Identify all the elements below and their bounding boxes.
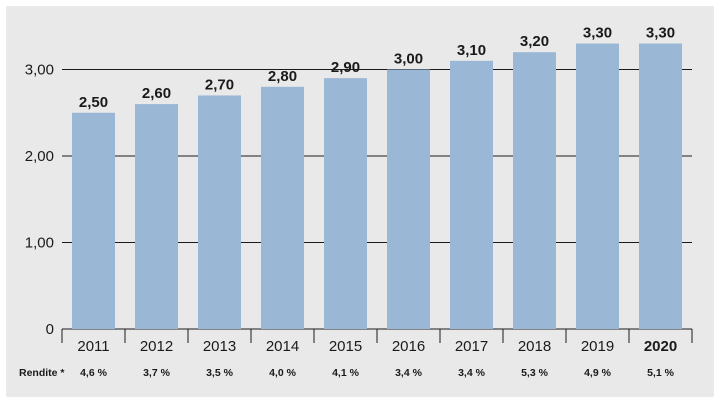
x-tick-label: 2020 bbox=[644, 338, 677, 355]
y-tick-label: 2,00 bbox=[25, 148, 54, 165]
bar-2011 bbox=[72, 112, 115, 329]
data-label: 3,20 bbox=[520, 33, 549, 50]
bar-chart: 2,50 2,60 2,70 2,80 2,90 3,00 3,10 3,20 3,30 3,30… bbox=[19, 25, 693, 379]
x-tick-label: 2014 bbox=[266, 338, 299, 355]
yield-value: 3,4 % bbox=[395, 367, 423, 379]
x-tick-label: 2012 bbox=[140, 338, 173, 355]
x-tick-label: 2018 bbox=[518, 338, 551, 355]
chart-panel: 2,50 2,60 2,70 2,80 2,90 3,00 3,10 3,20 3,30 3,30… bbox=[6, 6, 714, 397]
bar-2019 bbox=[576, 43, 619, 330]
yield-value: 3,5 % bbox=[206, 367, 234, 379]
bar-2017 bbox=[450, 60, 493, 329]
data-label: 2,50 bbox=[79, 94, 108, 111]
x-tick-label: 2016 bbox=[392, 338, 425, 355]
yield-value: 4,0 % bbox=[269, 367, 297, 379]
x-tick-label: 2019 bbox=[581, 338, 614, 355]
yield-value: 3,4 % bbox=[458, 367, 486, 379]
data-label: 2,70 bbox=[205, 76, 234, 93]
data-label: 2,90 bbox=[331, 59, 360, 76]
yield-value: 4,9 % bbox=[584, 367, 612, 379]
y-tick-label: 3,00 bbox=[25, 62, 54, 79]
data-label: 3,10 bbox=[457, 42, 486, 59]
data-label: 3,30 bbox=[583, 25, 612, 42]
yield-value: 4,6 % bbox=[80, 367, 108, 379]
yield-row-title: Rendite * bbox=[19, 367, 65, 379]
yield-value: 3,7 % bbox=[143, 367, 171, 379]
y-tick-label: 1,00 bbox=[25, 235, 54, 252]
bar-2016 bbox=[387, 69, 430, 329]
bar-2013 bbox=[198, 95, 241, 329]
data-label: 3,30 bbox=[646, 25, 675, 42]
data-label: 2,80 bbox=[268, 68, 297, 85]
x-tick-label: 2017 bbox=[455, 338, 488, 355]
x-tick-label: 2013 bbox=[203, 338, 236, 355]
y-tick-label: 0 bbox=[46, 321, 54, 338]
bar-2018 bbox=[513, 52, 556, 329]
yield-value: 5,1 % bbox=[647, 367, 675, 379]
x-tick-label: 2015 bbox=[329, 338, 362, 355]
bar-2012 bbox=[135, 104, 178, 329]
bar-2020 bbox=[639, 43, 682, 330]
x-tick-label: 2011 bbox=[77, 338, 109, 355]
yield-value: 4,1 % bbox=[332, 367, 360, 379]
data-label: 3,00 bbox=[394, 51, 423, 68]
data-label: 2,60 bbox=[142, 85, 171, 102]
bar-2014 bbox=[261, 86, 304, 329]
yield-value: 5,3 % bbox=[521, 367, 549, 379]
bar-2015 bbox=[324, 78, 367, 330]
